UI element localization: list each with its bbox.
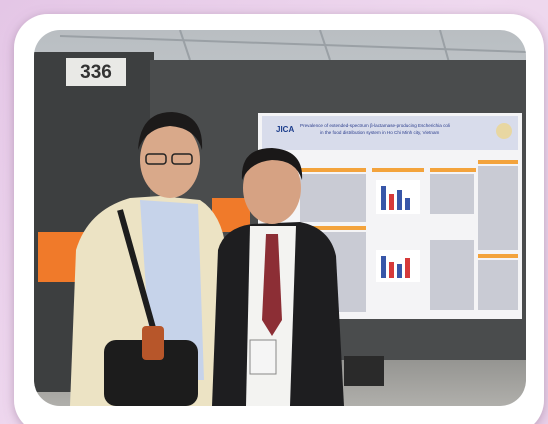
photo: 336 JICA Prevalence of extended-spectrum… xyxy=(34,30,526,406)
poster-title: Prevalence of extended-spectrum β-lactam… xyxy=(300,123,450,128)
person-right-hair xyxy=(241,148,303,180)
background-shoes xyxy=(344,356,384,386)
poster-logo: JICA xyxy=(276,125,294,134)
bottle xyxy=(142,326,164,360)
poster-emblem xyxy=(496,123,512,139)
poster-title: in the food distribution system in Ho Ch… xyxy=(320,130,439,135)
poster-header xyxy=(262,116,518,150)
booth-number: 336 xyxy=(80,62,112,83)
person-right-face xyxy=(243,152,301,224)
bag xyxy=(104,340,198,406)
glasses xyxy=(171,153,193,165)
tie xyxy=(262,234,282,336)
poster-charts xyxy=(376,180,420,282)
badge xyxy=(249,339,277,375)
poster-section-headers xyxy=(300,160,518,258)
glasses xyxy=(145,153,167,165)
booth-sign xyxy=(66,58,126,86)
person-left-hair xyxy=(138,112,203,150)
person-left-face xyxy=(140,122,200,198)
